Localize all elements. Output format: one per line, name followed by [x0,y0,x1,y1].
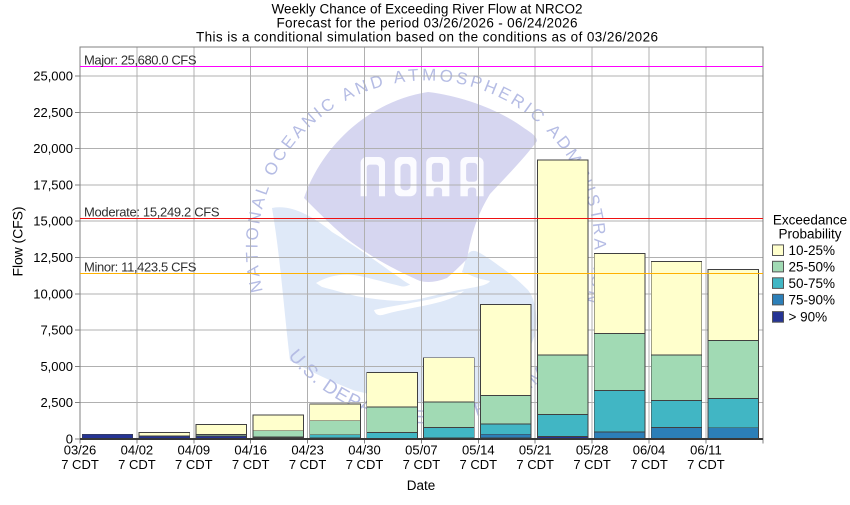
svg-text:I: I [242,244,261,249]
svg-text:Weekly Chance of Exceeding Riv: Weekly Chance of Exceeding River Flow at… [272,2,583,17]
svg-text:05/21: 05/21 [519,442,552,457]
svg-text:7 CDT: 7 CDT [460,457,498,472]
svg-text:20,000: 20,000 [33,141,73,156]
svg-text:7,500: 7,500 [40,323,73,338]
svg-text:7 CDT: 7 CDT [232,457,270,472]
svg-text:04/09: 04/09 [178,442,211,457]
svg-text:T: T [408,66,420,86]
svg-text:06/04: 06/04 [633,442,666,457]
svg-text:7 CDT: 7 CDT [516,457,554,472]
svg-text:7 CDT: 7 CDT [118,457,156,472]
svg-text:04/02: 04/02 [121,442,154,457]
svg-text:22,500: 22,500 [33,105,73,120]
svg-text:05/07: 05/07 [405,442,438,457]
svg-text:O: O [243,226,263,241]
svg-text:7 CDT: 7 CDT [346,457,384,472]
svg-text:Moderate: 15,249.2 CFS: Moderate: 15,249.2 CFS [84,205,220,220]
svg-text:04/23: 04/23 [291,442,324,457]
svg-text:25-50%: 25-50% [789,259,836,274]
svg-text:75-90%: 75-90% [789,292,836,307]
svg-text:M: M [422,65,437,84]
svg-text:7 CDT: 7 CDT [175,457,213,472]
svg-text:7 CDT: 7 CDT [573,457,611,472]
svg-text:10,000: 10,000 [33,286,73,301]
svg-text:05/28: 05/28 [576,442,609,457]
svg-text:Minor: 11,423.5 CFS: Minor: 11,423.5 CFS [84,260,197,275]
svg-text:Date: Date [407,478,436,493]
svg-text:7 CDT: 7 CDT [687,457,725,472]
svg-text:Exceedance: Exceedance [773,213,847,228]
svg-text:Probability: Probability [778,227,841,242]
svg-text:This is a conditional simulati: This is a conditional simulation based o… [196,30,658,45]
svg-text:5,000: 5,000 [40,359,73,374]
svg-text:03/26: 03/26 [64,442,97,457]
svg-text:17,500: 17,500 [33,177,73,192]
svg-text:06/11: 06/11 [690,442,722,457]
svg-text:> 90%: > 90% [789,310,828,325]
svg-text:7 CDT: 7 CDT [289,457,327,472]
svg-text:12,500: 12,500 [33,250,73,265]
svg-text:7 CDT: 7 CDT [630,457,668,472]
svg-text:Major: 25,680.0 CFS: Major: 25,680.0 CFS [84,53,197,68]
svg-text:04/30: 04/30 [348,442,381,457]
svg-text:Flow (CFS): Flow (CFS) [10,207,26,277]
svg-text:Forecast for the period 03/26/: Forecast for the period 03/26/2026 - 06/… [277,16,578,31]
svg-text:04/16: 04/16 [234,442,267,457]
svg-text:A: A [590,238,609,251]
svg-text:2,500: 2,500 [40,395,73,410]
svg-text:15,000: 15,000 [33,214,73,229]
svg-text:25,000: 25,000 [33,69,73,84]
svg-text:10-25%: 10-25% [789,243,836,258]
svg-text:7 CDT: 7 CDT [61,457,99,472]
svg-text:7 CDT: 7 CDT [403,457,441,472]
svg-text:05/14: 05/14 [462,442,495,457]
svg-text:50-75%: 50-75% [789,276,836,291]
